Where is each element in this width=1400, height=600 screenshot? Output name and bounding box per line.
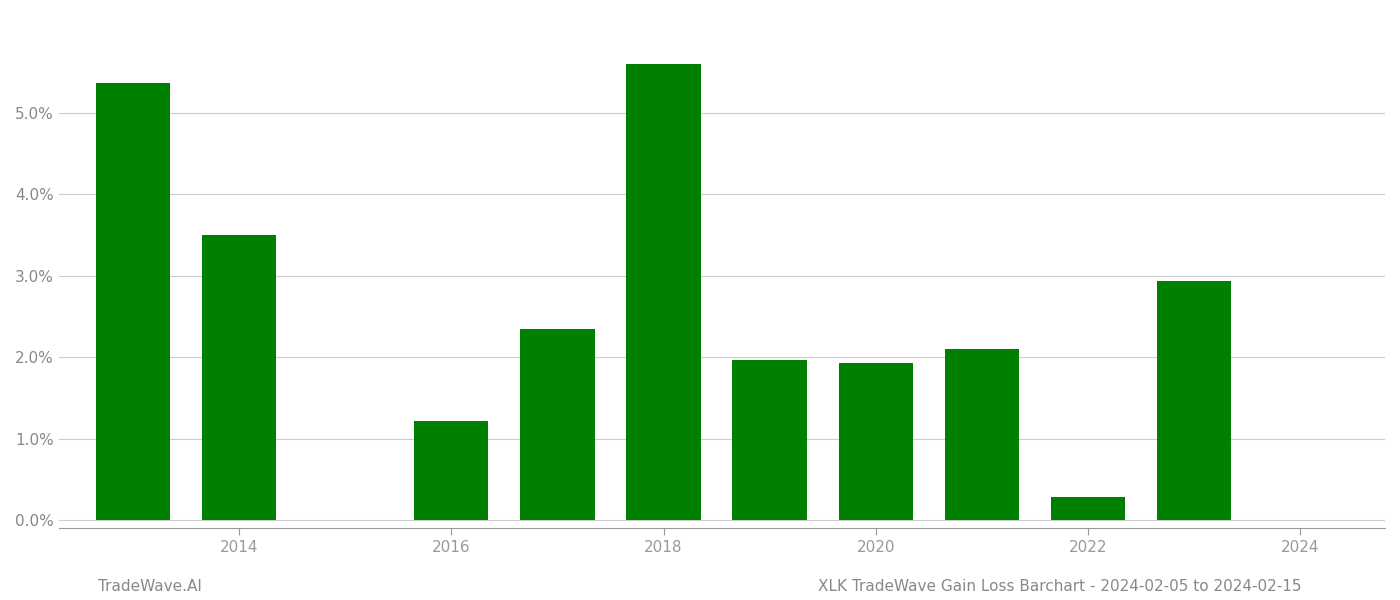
- Text: XLK TradeWave Gain Loss Barchart - 2024-02-05 to 2024-02-15: XLK TradeWave Gain Loss Barchart - 2024-…: [819, 579, 1302, 594]
- Bar: [1156, 281, 1231, 520]
- Bar: [95, 83, 171, 520]
- Text: TradeWave.AI: TradeWave.AI: [98, 579, 202, 594]
- Bar: [414, 421, 489, 520]
- Bar: [626, 64, 700, 520]
- Bar: [521, 329, 595, 520]
- Bar: [945, 349, 1019, 520]
- Bar: [839, 363, 913, 520]
- Bar: [202, 235, 276, 520]
- Bar: [732, 359, 806, 520]
- Bar: [1051, 497, 1126, 520]
